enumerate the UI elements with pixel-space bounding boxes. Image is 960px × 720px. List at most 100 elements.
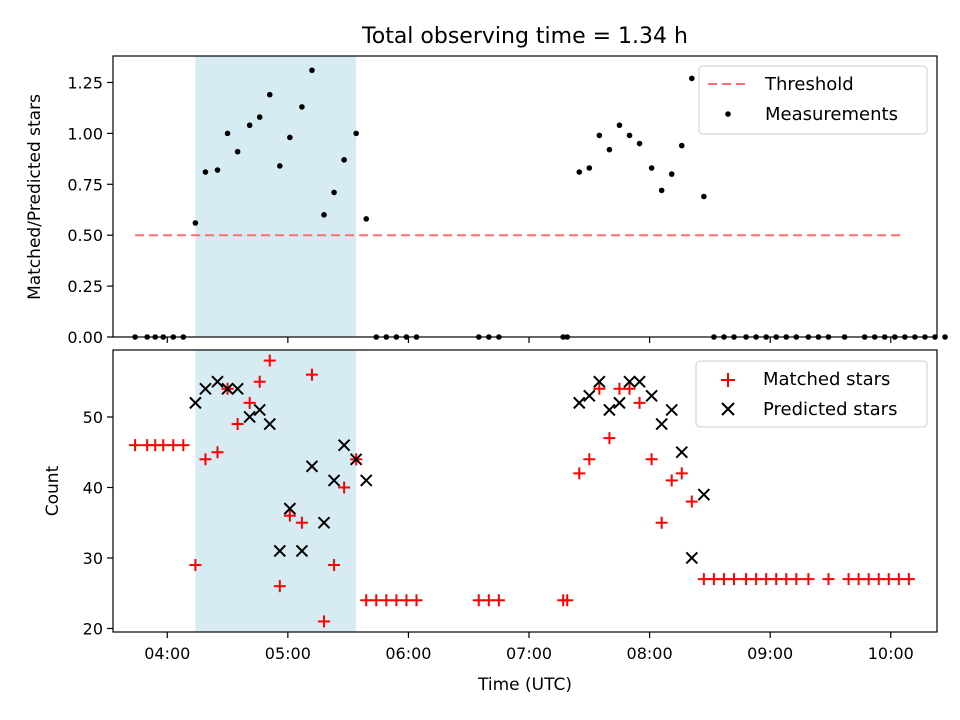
predicted-star-point xyxy=(360,474,373,487)
predicted-star-point xyxy=(211,375,224,388)
matched-star-point xyxy=(472,594,485,607)
predicted-star-points xyxy=(189,375,711,565)
matched-star-point xyxy=(685,495,698,508)
predicted-star-point xyxy=(189,396,202,410)
predicted-star-point xyxy=(623,375,636,388)
predicted-star-point xyxy=(273,544,287,558)
matched-star-point xyxy=(573,467,586,480)
measurement-point xyxy=(586,165,593,171)
matched-star-point xyxy=(295,516,308,529)
predicted-star-point xyxy=(613,396,626,410)
matched-star-point xyxy=(189,559,202,572)
matched-star-point xyxy=(360,594,373,607)
measurement-point xyxy=(701,193,707,200)
y-tick-label: 1.25 xyxy=(67,73,103,92)
predicted-star-point xyxy=(199,382,212,395)
predicted-star-point xyxy=(665,403,678,417)
matched-star-point xyxy=(380,594,393,607)
matched-star-point xyxy=(842,573,855,586)
measurement-point xyxy=(668,171,675,177)
measurement-point xyxy=(648,165,655,171)
top-legend-frame xyxy=(698,65,928,135)
matched-star-point xyxy=(675,467,688,480)
matched-star-point xyxy=(603,432,616,445)
legend-matched-label: Matched stars xyxy=(763,369,890,390)
matched-star-point xyxy=(770,573,783,586)
predicted-star-point xyxy=(231,382,244,395)
predicted-star-point xyxy=(675,446,688,459)
matched-star-point xyxy=(665,474,678,487)
matched-star-point xyxy=(882,573,895,586)
measurement-point xyxy=(224,130,231,137)
y-tick-label: 20 xyxy=(83,619,103,638)
matched-star-point xyxy=(243,396,256,409)
x-tick-label: 09:00 xyxy=(747,644,793,663)
measurement-point xyxy=(596,132,603,139)
matched-star-point xyxy=(892,573,905,586)
x-tick-label: 05:00 xyxy=(265,644,311,663)
matched-star-point xyxy=(802,573,815,586)
bottom-axes-frame xyxy=(112,349,938,633)
predicted-star-point xyxy=(645,389,658,403)
y-tick-label: 30 xyxy=(83,549,103,568)
matched-star-point xyxy=(305,368,318,381)
measurement-point xyxy=(363,216,370,222)
matched-star-point xyxy=(707,573,720,586)
y-tick-label: 50 xyxy=(83,408,103,427)
matched-star-point xyxy=(633,396,646,409)
predicted-star-point xyxy=(633,375,646,388)
matched-star-point xyxy=(177,439,190,452)
measurement-point xyxy=(626,132,633,139)
measurement-point xyxy=(616,122,623,129)
matched-star-point xyxy=(492,594,505,607)
measurement-point xyxy=(266,91,273,98)
measurement-point xyxy=(321,212,327,218)
measurement-point xyxy=(234,148,241,155)
x-tick-label: 06:00 xyxy=(385,644,431,663)
predicted-star-point xyxy=(573,396,586,410)
matched-star-point xyxy=(717,573,730,586)
y-tick-label: 40 xyxy=(83,478,103,497)
predicted-star-point xyxy=(349,453,363,466)
matched-star-point xyxy=(211,446,224,459)
legend-measurements-label: Measurements xyxy=(765,104,898,125)
matched-star-point xyxy=(167,439,180,452)
matched-star-point xyxy=(157,439,170,452)
measurement-point xyxy=(192,220,199,226)
predicted-star-point xyxy=(327,474,341,487)
measurement-point xyxy=(256,114,263,120)
top-y-axis-label: Matched/Predicted stars xyxy=(25,94,45,300)
x-axis-label: Time (UTC) xyxy=(477,675,572,695)
x-tick-label: 08:00 xyxy=(627,644,673,663)
matched-star-point xyxy=(645,453,658,466)
top-axes-frame xyxy=(112,55,938,338)
measurement-point xyxy=(246,122,253,129)
x-tick-label: 07:00 xyxy=(506,644,552,663)
matched-star-point xyxy=(728,573,741,586)
matched-star-point xyxy=(822,573,835,586)
matched-star-point xyxy=(750,573,763,586)
measurement-point xyxy=(353,130,359,137)
measurement-point xyxy=(678,142,685,149)
measurement-point xyxy=(606,146,613,153)
matched-star-point xyxy=(862,573,875,586)
legend-measurements-swatch xyxy=(725,111,731,117)
predicted-star-point xyxy=(697,488,711,501)
y-tick-label: 0.50 xyxy=(67,226,103,245)
matched-star-point xyxy=(780,573,793,586)
matched-star-point xyxy=(129,439,142,452)
bottom-legend: Matched stars Predicted stars xyxy=(695,360,928,428)
matched-star-point xyxy=(623,382,636,395)
matched-star-point xyxy=(253,375,266,388)
matched-star-point xyxy=(655,516,668,529)
matched-star-point xyxy=(583,453,596,466)
measurement-point xyxy=(658,187,665,194)
matched-star-point xyxy=(338,481,351,494)
matched-star-point xyxy=(231,418,244,431)
measurement-point xyxy=(576,169,583,175)
measurement-point xyxy=(299,104,305,110)
measurement-point xyxy=(202,169,209,175)
matched-star-point xyxy=(790,573,803,586)
matched-star-point xyxy=(410,594,423,607)
bottom-y-axis-label: Count xyxy=(43,465,63,516)
